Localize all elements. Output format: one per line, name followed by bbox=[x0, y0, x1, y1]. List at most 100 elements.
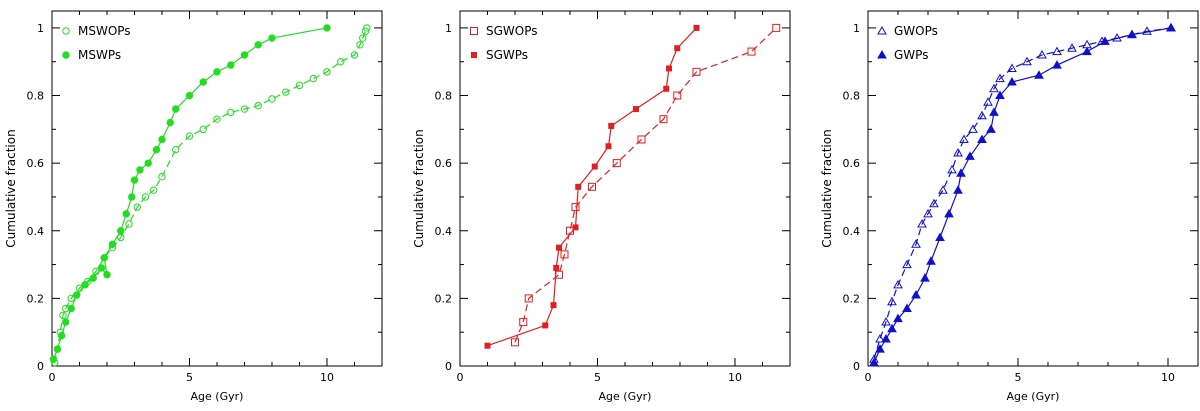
data-point bbox=[663, 85, 670, 92]
data-point bbox=[125, 220, 133, 228]
series-line bbox=[873, 27, 1172, 360]
series-gwops bbox=[869, 22, 1176, 363]
series-sgwps bbox=[484, 24, 700, 349]
data-point bbox=[213, 115, 221, 123]
x-tick-label: 5 bbox=[594, 371, 601, 384]
x-tick-label: 0 bbox=[49, 371, 56, 384]
data-point bbox=[227, 108, 235, 117]
series-gwps bbox=[869, 22, 1176, 367]
x-axis-label: Age (Gyr) bbox=[599, 390, 652, 403]
data-point bbox=[309, 74, 317, 83]
data-point bbox=[356, 41, 364, 49]
legend-marker bbox=[877, 25, 887, 35]
data-point bbox=[920, 273, 930, 282]
data-point bbox=[935, 232, 945, 242]
x-tick-label: 5 bbox=[1015, 371, 1022, 384]
data-point bbox=[953, 147, 963, 157]
series-line bbox=[873, 27, 1172, 363]
y-tick-label: 0.2 bbox=[435, 292, 453, 305]
data-point bbox=[511, 338, 519, 347]
data-point bbox=[875, 344, 885, 353]
y-tick-label: 0.4 bbox=[435, 225, 453, 238]
data-point bbox=[968, 124, 978, 133]
y-axis-label: Cumulative fraction bbox=[4, 129, 18, 247]
y-tick-label: 0.6 bbox=[435, 157, 453, 170]
data-point bbox=[989, 107, 999, 116]
data-point bbox=[141, 193, 150, 201]
series-line bbox=[54, 27, 368, 363]
data-point bbox=[103, 271, 111, 279]
data-point bbox=[323, 68, 331, 76]
data-point bbox=[100, 254, 108, 262]
legend-marker bbox=[62, 27, 70, 35]
x-tick-label: 10 bbox=[320, 371, 334, 384]
data-point bbox=[911, 239, 921, 248]
data-point bbox=[747, 47, 756, 56]
data-point bbox=[268, 34, 276, 42]
y-tick-label: 0.8 bbox=[27, 90, 45, 103]
data-point bbox=[956, 168, 966, 177]
data-point bbox=[588, 182, 596, 191]
data-point bbox=[666, 65, 672, 72]
data-point bbox=[350, 51, 359, 59]
data-point bbox=[553, 264, 560, 271]
data-point bbox=[144, 159, 152, 167]
plot-frame bbox=[459, 10, 791, 367]
chart-panel-sg: 0 5 10 0 0.2 0.4 0.6 0.8 1 Age (Gyr) Cumulative fr… bbox=[412, 10, 791, 403]
data-point bbox=[519, 318, 528, 327]
chart-panel-g: 0 5 10 0 0.2 0.4 0.6 0.8 1 Age (Gyr) Cumulative fr… bbox=[820, 10, 1199, 403]
data-point bbox=[1007, 63, 1017, 72]
data-point bbox=[869, 357, 879, 367]
data-point bbox=[887, 296, 897, 306]
data-point bbox=[361, 27, 370, 35]
y-tick-label: 0.4 bbox=[27, 225, 45, 238]
data-point bbox=[185, 91, 194, 100]
data-point bbox=[772, 23, 781, 32]
data-point bbox=[254, 41, 262, 49]
data-point bbox=[150, 186, 158, 194]
legend-label: SGWOPs bbox=[486, 24, 538, 38]
data-point bbox=[1166, 22, 1176, 32]
data-point bbox=[152, 145, 161, 154]
data-point bbox=[199, 125, 207, 134]
plot-frame bbox=[51, 10, 383, 367]
chart-panel-ms: 0 5 10 0 0.2 0.4 0.6 0.8 1 Age (Gyr) Cumulative fr… bbox=[4, 10, 383, 403]
data-point bbox=[172, 105, 180, 113]
y-tick-label: 0.2 bbox=[27, 292, 45, 305]
data-point bbox=[608, 122, 615, 129]
data-point bbox=[977, 110, 987, 120]
data-point bbox=[1052, 60, 1062, 69]
data-point bbox=[938, 185, 948, 194]
legend-label: GWOPs bbox=[894, 24, 938, 38]
data-point bbox=[923, 208, 933, 218]
data-point bbox=[965, 151, 975, 160]
data-point bbox=[117, 227, 125, 235]
y-tick-label: 0.8 bbox=[843, 90, 861, 103]
y-tick-label: 0 bbox=[445, 360, 452, 373]
data-point bbox=[172, 145, 180, 154]
data-point bbox=[911, 289, 921, 299]
data-point bbox=[893, 313, 903, 323]
data-point bbox=[323, 24, 331, 32]
series-line bbox=[52, 27, 328, 360]
data-point bbox=[944, 208, 954, 218]
data-point bbox=[1037, 49, 1047, 59]
data-point bbox=[67, 294, 75, 303]
y-tick-label: 1 bbox=[853, 22, 860, 35]
data-point bbox=[484, 342, 491, 349]
data-point bbox=[128, 193, 136, 201]
data-point bbox=[995, 73, 1005, 83]
y-tick-label: 1 bbox=[445, 22, 452, 35]
data-point bbox=[1127, 29, 1137, 39]
data-point bbox=[122, 210, 130, 218]
x-tick-label: 0 bbox=[865, 371, 872, 384]
data-point bbox=[693, 24, 700, 31]
legend-label: MSWOPs bbox=[78, 24, 131, 38]
data-point bbox=[57, 331, 66, 340]
data-point bbox=[995, 90, 1005, 100]
data-point bbox=[213, 68, 221, 76]
data-point bbox=[637, 135, 646, 144]
x-axis-label: Age (Gyr) bbox=[1007, 390, 1060, 403]
data-point bbox=[1034, 70, 1044, 79]
